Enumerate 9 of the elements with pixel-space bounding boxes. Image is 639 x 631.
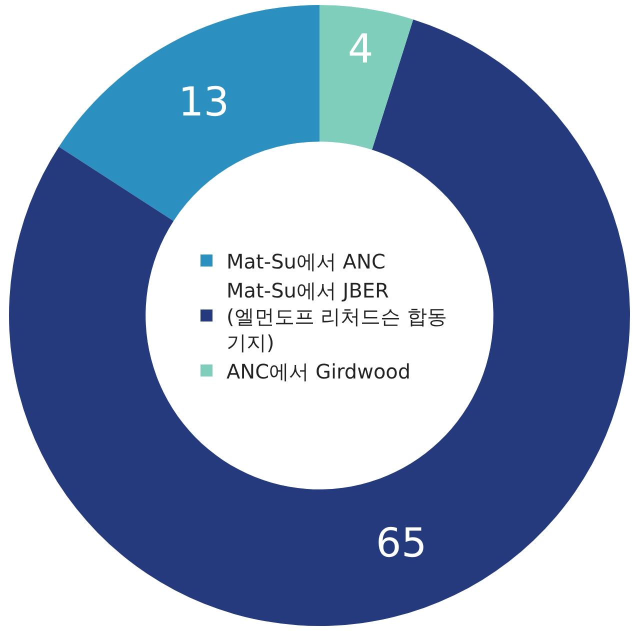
legend-label: ANC에서 Girdwood bbox=[226, 359, 411, 384]
data-label: 65 bbox=[376, 520, 427, 566]
donut-slice bbox=[10, 19, 630, 626]
data-label: 13 bbox=[178, 80, 230, 126]
data-label: 4 bbox=[348, 26, 374, 72]
legend-label: Mat-Su에서 JBER (엘먼도프 리처드슨 합동 기지) bbox=[226, 278, 448, 354]
donut-slice bbox=[58, 5, 320, 221]
legend-label: Mat-Su에서 ANC bbox=[226, 249, 386, 274]
donut-slice bbox=[320, 5, 414, 150]
